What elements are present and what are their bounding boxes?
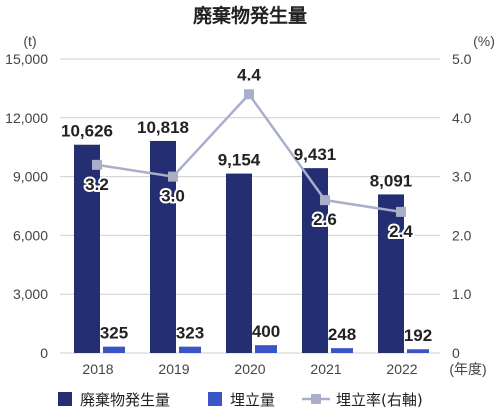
right-axis-unit: (%) [473, 33, 495, 49]
right-tick-label: 2.0 [452, 227, 472, 243]
right-tick-label: 0 [452, 345, 460, 361]
label-landfill-rate: 4.4 [237, 65, 261, 84]
label-waste-generation: 10,626 [61, 122, 113, 141]
bar-landfill-amount [179, 346, 201, 353]
bar-waste-generation [378, 194, 404, 353]
legend: 廃棄物発生量 埋立量 埋立率(右軸) [58, 391, 423, 409]
left-tick-label: 15,000 [5, 51, 48, 67]
landfill-rate-marker [168, 171, 178, 182]
landfill-rate-marker [244, 89, 254, 100]
left-axis-ticks: 0 3,000 6,000 9,000 12,000 15,000 [5, 51, 48, 361]
right-tick-label: 1.0 [452, 286, 472, 302]
landfill-rate-marker [92, 159, 102, 170]
label-landfill-rate: 3.2 [85, 175, 109, 194]
legend-marker-landfill-rate [311, 394, 321, 404]
bar-waste-generation [226, 173, 252, 353]
right-axis-ticks: 0 1.0 2.0 3.0 4.0 5.0 [452, 51, 472, 361]
right-tick-label: 5.0 [452, 51, 472, 67]
landfill-rate-marker [320, 195, 330, 206]
label-waste-generation: 8,091 [370, 171, 413, 190]
legend-swatch-waste-generation [58, 392, 72, 406]
label-landfill-rate: 2.6 [313, 210, 337, 229]
category-label: 2021 [310, 361, 341, 377]
label-landfill-rate: 3.0 [161, 187, 185, 206]
label-waste-generation: 10,818 [137, 118, 189, 137]
bar-landfill-amount [407, 349, 429, 353]
bars [74, 140, 429, 353]
legend-label-waste-generation: 廃棄物発生量 [80, 391, 170, 409]
bar-landfill-amount [103, 346, 125, 353]
label-landfill-amount: 248 [328, 325, 356, 344]
left-tick-label: 12,000 [5, 110, 48, 126]
right-tick-label: 4.0 [452, 110, 472, 126]
chart-title: 廃棄物発生量 [193, 4, 307, 27]
left-tick-label: 0 [40, 345, 48, 361]
category-label: 2020 [234, 361, 265, 377]
label-landfill-amount: 325 [100, 324, 128, 343]
left-tick-label: 6,000 [13, 227, 48, 243]
label-landfill-amount: 192 [404, 326, 432, 345]
landfill-rate-line [92, 89, 406, 217]
landfill-rate-marker [396, 206, 406, 217]
label-waste-generation: 9,154 [218, 151, 261, 170]
category-suffix: (年度) [449, 361, 486, 377]
bar-waste-generation [74, 144, 100, 353]
label-landfill-rate: 2.4 [389, 222, 413, 241]
category-label: 2019 [158, 361, 189, 377]
label-landfill-amount: 400 [252, 322, 280, 341]
label-landfill-amount: 323 [176, 324, 204, 343]
bar-landfill-amount [255, 345, 277, 353]
data-labels: 10,626 325 10,818 323 9,154 400 9,431 248 8,091 1… [61, 63, 432, 345]
legend-swatch-landfill-amount [208, 392, 222, 406]
left-axis-unit: (t) [23, 33, 36, 49]
legend-label-landfill-amount: 埋立量 [230, 391, 275, 409]
right-tick-label: 3.0 [452, 169, 472, 185]
legend-label-landfill-rate: 埋立率(右軸) [336, 391, 423, 409]
label-waste-generation: 9,431 [294, 145, 337, 164]
category-label: 2018 [82, 361, 113, 377]
left-tick-label: 9,000 [13, 169, 48, 185]
category-labels: 2018 2019 2020 2021 2022 (年度) [82, 361, 486, 377]
bar-landfill-amount [331, 348, 353, 353]
category-label: 2022 [386, 361, 417, 377]
left-tick-label: 3,000 [13, 286, 48, 302]
